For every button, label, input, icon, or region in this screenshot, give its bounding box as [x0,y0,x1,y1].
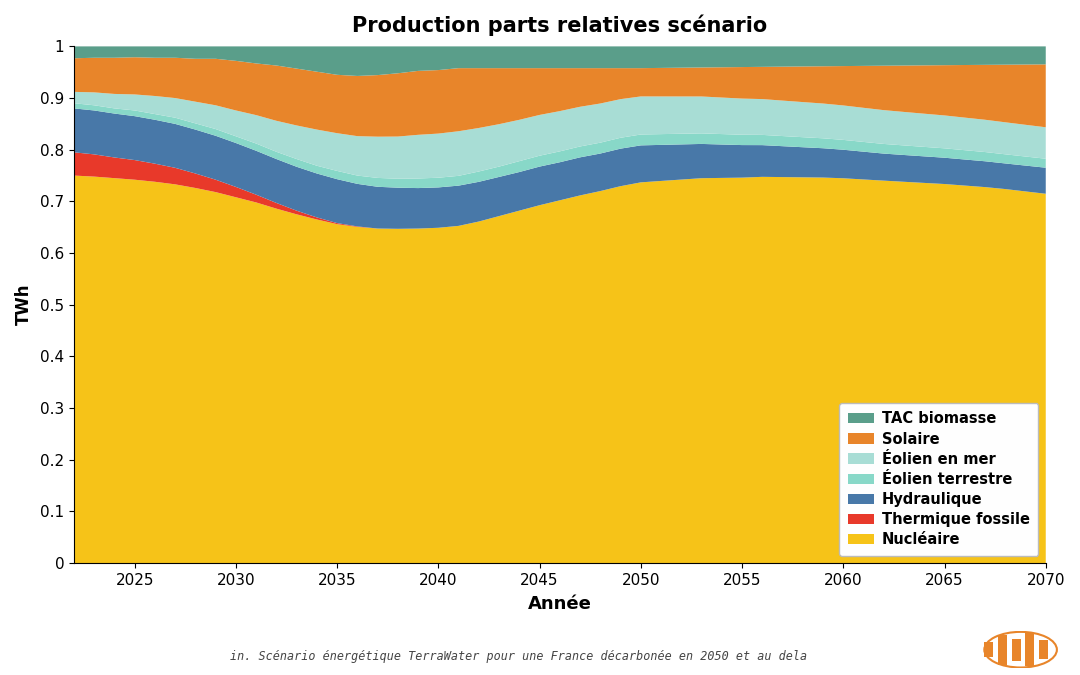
FancyBboxPatch shape [1025,633,1035,666]
FancyBboxPatch shape [1012,639,1021,661]
FancyBboxPatch shape [998,634,1007,664]
X-axis label: Année: Année [528,595,592,613]
FancyBboxPatch shape [984,643,994,657]
Legend: TAC biomasse, Solaire, Éolien en mer, Éolien terrestre, Hydraulique, Thermique f: TAC biomasse, Solaire, Éolien en mer, Éo… [839,403,1039,556]
Y-axis label: TWh: TWh [15,284,33,325]
Title: Production parts relatives scénario: Production parts relatives scénario [352,15,768,36]
FancyBboxPatch shape [1039,641,1048,659]
Text: in. Scénario énergétique TerraWater pour une France décarbonée en 2050 et au del: in. Scénario énergétique TerraWater pour… [230,650,807,663]
